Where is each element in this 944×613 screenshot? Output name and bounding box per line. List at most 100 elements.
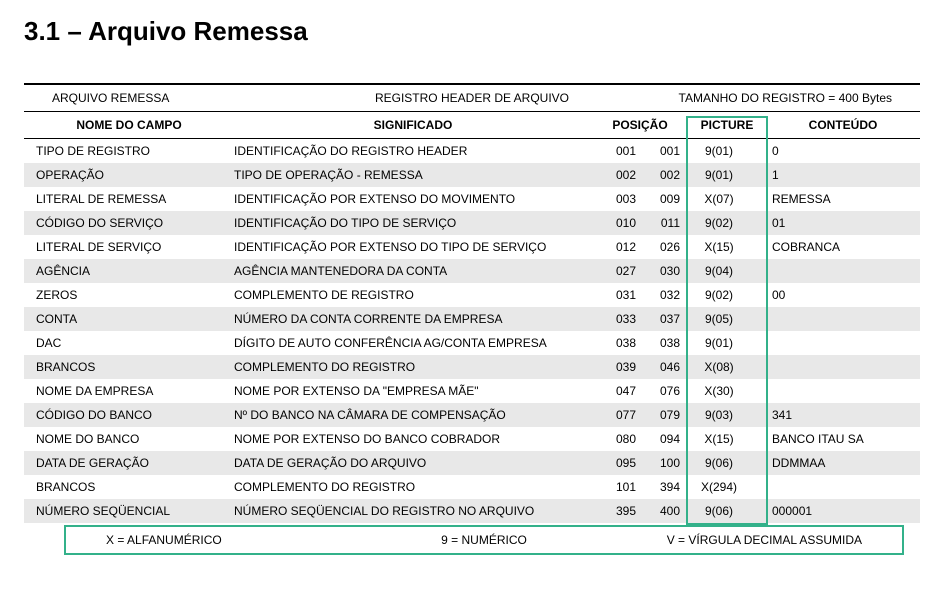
table-row: NÚMERO SEQÜENCIALNÚMERO SEQÜENCIAL DO RE… [24, 499, 920, 523]
cell-pos-start: 101 [592, 480, 636, 494]
cell-content: 341 [758, 408, 920, 422]
cell-meaning: NOME POR EXTENSO DO BANCO COBRADOR [234, 432, 592, 446]
cell-name: NOME DA EMPRESA [24, 384, 234, 398]
cell-pos-end: 079 [636, 408, 680, 422]
table-row: NOME DO BANCONOME POR EXTENSO DO BANCO C… [24, 427, 920, 451]
cell-meaning: IDENTIFICAÇÃO POR EXTENSO DO MOVIMENTO [234, 192, 592, 206]
header-content: CONTEÚDO [766, 118, 920, 132]
cell-name: DAC [24, 336, 234, 350]
cell-meaning: IDENTIFICAÇÃO DO REGISTRO HEADER [234, 144, 592, 158]
cell-pos-start: 038 [592, 336, 636, 350]
table-row: AGÊNCIAAGÊNCIA MANTENEDORA DA CONTA02703… [24, 259, 920, 283]
cell-pos-start: 039 [592, 360, 636, 374]
cell-picture: 9(04) [680, 264, 758, 278]
table-row: CÓDIGO DO SERVIÇOIDENTIFICAÇÃO DO TIPO D… [24, 211, 920, 235]
table-wrap: NOME DO CAMPO SIGNIFICADO POSIÇÃO PICTUR… [24, 112, 920, 523]
cell-name: NÚMERO SEQÜENCIAL [24, 504, 234, 518]
cell-meaning: IDENTIFICAÇÃO POR EXTENSO DO TIPO DE SER… [234, 240, 592, 254]
cell-meaning: TIPO DE OPERAÇÃO - REMESSA [234, 168, 592, 182]
cell-meaning: NÚMERO DA CONTA CORRENTE DA EMPRESA [234, 312, 592, 326]
cell-name: BRANCOS [24, 480, 234, 494]
cell-pos-end: 046 [636, 360, 680, 374]
cell-meaning: COMPLEMENTO DE REGISTRO [234, 288, 592, 302]
cell-content: 01 [758, 216, 920, 230]
cell-picture: 9(06) [680, 456, 758, 470]
cell-picture: X(08) [680, 360, 758, 374]
cell-name: BRANCOS [24, 360, 234, 374]
legend-row: X = ALFANUMÉRICO 9 = NUMÉRICO V = VÍRGUL… [64, 525, 904, 555]
cell-picture: 9(02) [680, 216, 758, 230]
cell-picture: 9(06) [680, 504, 758, 518]
cell-meaning: COMPLEMENTO DO REGISTRO [234, 480, 592, 494]
super-header-center: REGISTRO HEADER DE ARQUIVO [304, 91, 640, 105]
cell-meaning: COMPLEMENTO DO REGISTRO [234, 360, 592, 374]
cell-pos-start: 012 [592, 240, 636, 254]
cell-pos-start: 033 [592, 312, 636, 326]
table-row: BRANCOSCOMPLEMENTO DO REGISTRO101394X(29… [24, 475, 920, 499]
cell-picture: 9(05) [680, 312, 758, 326]
cell-name: ZEROS [24, 288, 234, 302]
cell-pos-end: 038 [636, 336, 680, 350]
table-body: TIPO DE REGISTROIDENTIFICAÇÃO DO REGISTR… [24, 139, 920, 523]
cell-meaning: AGÊNCIA MANTENEDORA DA CONTA [234, 264, 592, 278]
table-row: LITERAL DE REMESSAIDENTIFICAÇÃO POR EXTE… [24, 187, 920, 211]
cell-content: 1 [758, 168, 920, 182]
cell-picture: X(294) [680, 480, 758, 494]
cell-name: TIPO DE REGISTRO [24, 144, 234, 158]
cell-picture: 9(03) [680, 408, 758, 422]
cell-picture: 9(01) [680, 336, 758, 350]
cell-pos-end: 094 [636, 432, 680, 446]
table-row: LITERAL DE SERVIÇOIDENTIFICAÇÃO POR EXTE… [24, 235, 920, 259]
cell-pos-start: 080 [592, 432, 636, 446]
cell-name: CÓDIGO DO SERVIÇO [24, 216, 234, 230]
cell-pos-start: 027 [592, 264, 636, 278]
cell-pos-end: 394 [636, 480, 680, 494]
super-header-left: ARQUIVO REMESSA [52, 91, 304, 105]
table-row: DATA DE GERAÇÃODATA DE GERAÇÃO DO ARQUIV… [24, 451, 920, 475]
cell-pos-end: 400 [636, 504, 680, 518]
cell-pos-end: 076 [636, 384, 680, 398]
cell-pos-end: 100 [636, 456, 680, 470]
cell-pos-start: 095 [592, 456, 636, 470]
cell-name: NOME DO BANCO [24, 432, 234, 446]
cell-picture: 9(02) [680, 288, 758, 302]
cell-pos-end: 002 [636, 168, 680, 182]
cell-meaning: NOME POR EXTENSO DA "EMPRESA MÃE" [234, 384, 592, 398]
cell-content: DDMMAA [758, 456, 920, 470]
cell-pos-start: 002 [592, 168, 636, 182]
cell-meaning: NÚMERO SEQÜENCIAL DO REGISTRO NO ARQUIVO [234, 504, 592, 518]
cell-name: CONTA [24, 312, 234, 326]
cell-picture: 9(01) [680, 168, 758, 182]
cell-content: COBRANCA [758, 240, 920, 254]
legend-decimal: V = VÍRGULA DECIMAL ASSUMIDA [610, 533, 862, 547]
cell-pos-start: 031 [592, 288, 636, 302]
super-header-right: TAMANHO DO REGISTRO = 400 Bytes [640, 91, 892, 105]
cell-pos-end: 011 [636, 216, 680, 230]
header-picture: PICTURE [688, 118, 766, 132]
page-title: 3.1 – Arquivo Remessa [24, 16, 920, 47]
cell-pos-start: 395 [592, 504, 636, 518]
cell-content: 000001 [758, 504, 920, 518]
table-row: NOME DA EMPRESANOME POR EXTENSO DA "EMPR… [24, 379, 920, 403]
legend-numeric: 9 = NUMÉRICO [358, 533, 610, 547]
table-row: TIPO DE REGISTROIDENTIFICAÇÃO DO REGISTR… [24, 139, 920, 163]
cell-picture: X(30) [680, 384, 758, 398]
header-meaning: SIGNIFICADO [234, 118, 592, 132]
table-row: BRANCOSCOMPLEMENTO DO REGISTRO039046X(08… [24, 355, 920, 379]
super-header-row: ARQUIVO REMESSA REGISTRO HEADER DE ARQUI… [24, 85, 920, 111]
column-header-row: NOME DO CAMPO SIGNIFICADO POSIÇÃO PICTUR… [24, 112, 920, 138]
cell-meaning: DÍGITO DE AUTO CONFERÊNCIA AG/CONTA EMPR… [234, 336, 592, 350]
cell-content: BANCO ITAU SA [758, 432, 920, 446]
cell-name: AGÊNCIA [24, 264, 234, 278]
cell-picture: 9(01) [680, 144, 758, 158]
cell-pos-end: 037 [636, 312, 680, 326]
table-row: ZEROSCOMPLEMENTO DE REGISTRO0310329(02)0… [24, 283, 920, 307]
table-row: DACDÍGITO DE AUTO CONFERÊNCIA AG/CONTA E… [24, 331, 920, 355]
cell-pos-end: 001 [636, 144, 680, 158]
cell-pos-end: 026 [636, 240, 680, 254]
cell-content: 0 [758, 144, 920, 158]
header-name: NOME DO CAMPO [24, 118, 234, 132]
cell-pos-start: 010 [592, 216, 636, 230]
cell-content: REMESSA [758, 192, 920, 206]
cell-name: CÓDIGO DO BANCO [24, 408, 234, 422]
